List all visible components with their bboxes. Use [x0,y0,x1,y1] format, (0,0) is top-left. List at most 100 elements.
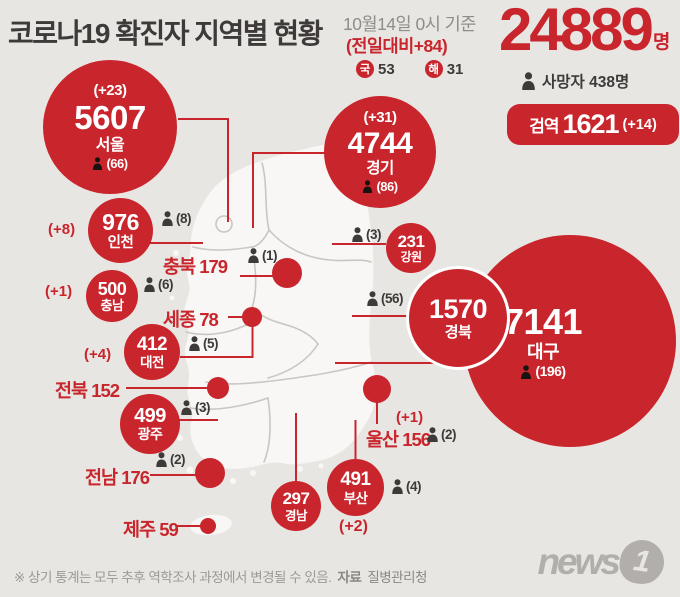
region-change: (+23) [93,81,127,99]
footnote-text: ※ 상기 통계는 모두 추후 역학조사 과정에서 변경될 수 있음. [14,570,332,585]
connector-lines [126,118,466,527]
region-deaths-count: (86) [376,178,398,194]
dot-chungbuk [272,258,302,288]
region-dots [195,258,391,534]
region-bubble-gyeongnam: 297 경남 [271,481,321,531]
person-icon [522,72,535,90]
region-bubble-gyeongbuk: 1570 경북 [406,266,510,370]
total-count: 24889 명 [499,0,670,60]
region-value: 976 [102,208,139,235]
page-title: 코로나19 확진자 지역별 현황 [8,18,323,49]
overseas-badge: 해 [424,60,443,78]
region-name: 충남 [100,297,124,313]
deaths-count: (5) [203,336,219,351]
label-sejong: 세종 78 [163,306,219,332]
source-value: 질병관리청 [367,570,427,585]
person-icon [189,336,200,351]
change-incheon: (+8) [48,221,76,238]
region-value: 1570 [428,294,488,325]
deaths-chip-ulsan: (2) [426,427,457,442]
person-icon [181,400,192,415]
region-deaths-count: (66) [106,155,128,171]
dot-jeonnam [195,458,225,488]
news1-logo: news 1 [537,537,667,587]
person-icon [93,157,103,171]
domestic-badge: 국 [356,60,374,78]
deaths-count: (4) [406,479,422,494]
label-chungbuk: 충북 179 [163,253,228,279]
region-name: 전북 [55,380,88,401]
deaths-chip-daejeon: (5) [188,336,219,351]
region-value: 4744 [347,126,413,160]
region-bubble-gyeonggi: (+31) 4744 경기 (86) [324,96,436,208]
region-name: 강원 [400,249,422,264]
region-name: 인천 [107,235,134,252]
change-ulsan: (+1) [396,409,424,426]
region-value: 78 [199,309,219,330]
person-icon [363,180,373,194]
label-ulsan: 울산 156 [366,426,431,452]
region-value: 156 [402,429,431,450]
region-value: 176 [121,467,150,488]
change-busan: (+2) [339,518,368,535]
region-name: 대구 [526,342,560,363]
region-name: 경북 [444,323,472,341]
daily-change: (전일대비+84) [346,36,448,56]
region-bubble-busan: 491 부산 [327,459,384,516]
change-daejeon: (+4) [84,346,112,363]
region-deaths: (196) [520,363,566,380]
region-change: (+31) [363,108,397,126]
region-value: 500 [97,278,127,299]
domestic-value: 53 [378,60,395,78]
region-name: 광주 [137,426,163,443]
region-bubble-chungnam: 500 충남 [86,270,138,322]
total-unit: 명 [652,32,671,53]
region-value: 499 [134,404,166,427]
region-name: 제주 [123,519,156,540]
deaths-chip-gyeongbuk: (56) [366,291,404,306]
region-bubble-gangwon: 231 강원 [386,223,436,273]
deaths-chip-gwangju: (3) [180,400,211,415]
region-bubble-seoul: (+23) 5607 서울 (66) [43,60,177,194]
quarantine-value: 1621 [562,109,619,139]
deaths-count: (1) [262,248,278,263]
dot-jeju [200,518,216,534]
region-value: 412 [136,333,168,355]
deaths-count: (2) [441,427,457,442]
deaths-chip-jeonnam: (2) [155,452,186,467]
province-borders [185,162,373,463]
region-name: 경남 [284,508,308,523]
region-name: 충북 [163,256,196,277]
news1-logo-circle: 1 [617,537,667,587]
source-label: 자료 [337,570,362,585]
region-deaths: (66) [92,155,128,172]
region-deaths-count: (196) [535,363,566,380]
asof-date: 10월14일 0시 기준 [343,14,476,34]
region-value: 59 [159,519,179,540]
connector-seoul [178,118,229,222]
person-icon [367,291,378,306]
deaths-count: (6) [158,277,174,292]
deaths-count: (2) [170,452,186,467]
region-value: 491 [340,469,371,491]
dot-sejong [242,307,262,327]
deaths-count: (3) [366,227,382,242]
region-name: 대전 [140,355,164,371]
label-jeonnam: 전남 176 [85,464,150,490]
news1-logo-text: news [537,541,621,582]
label-jeju: 제주 59 [123,516,179,542]
person-icon [144,277,155,292]
deaths-count: (56) [381,291,404,306]
quarantine-label: 검역 [529,117,559,136]
total-value: 24889 [499,0,654,63]
region-value: 152 [91,380,120,401]
region-name: 서울 [95,136,125,154]
dot-jeonbuk [207,377,229,399]
region-name: 울산 [366,429,399,450]
deaths-count: (8) [176,211,192,226]
region-name: 세종 [163,309,196,330]
region-value: 7141 [503,300,583,342]
deaths-chip-busan: (4) [391,479,422,494]
person-icon [521,365,532,380]
